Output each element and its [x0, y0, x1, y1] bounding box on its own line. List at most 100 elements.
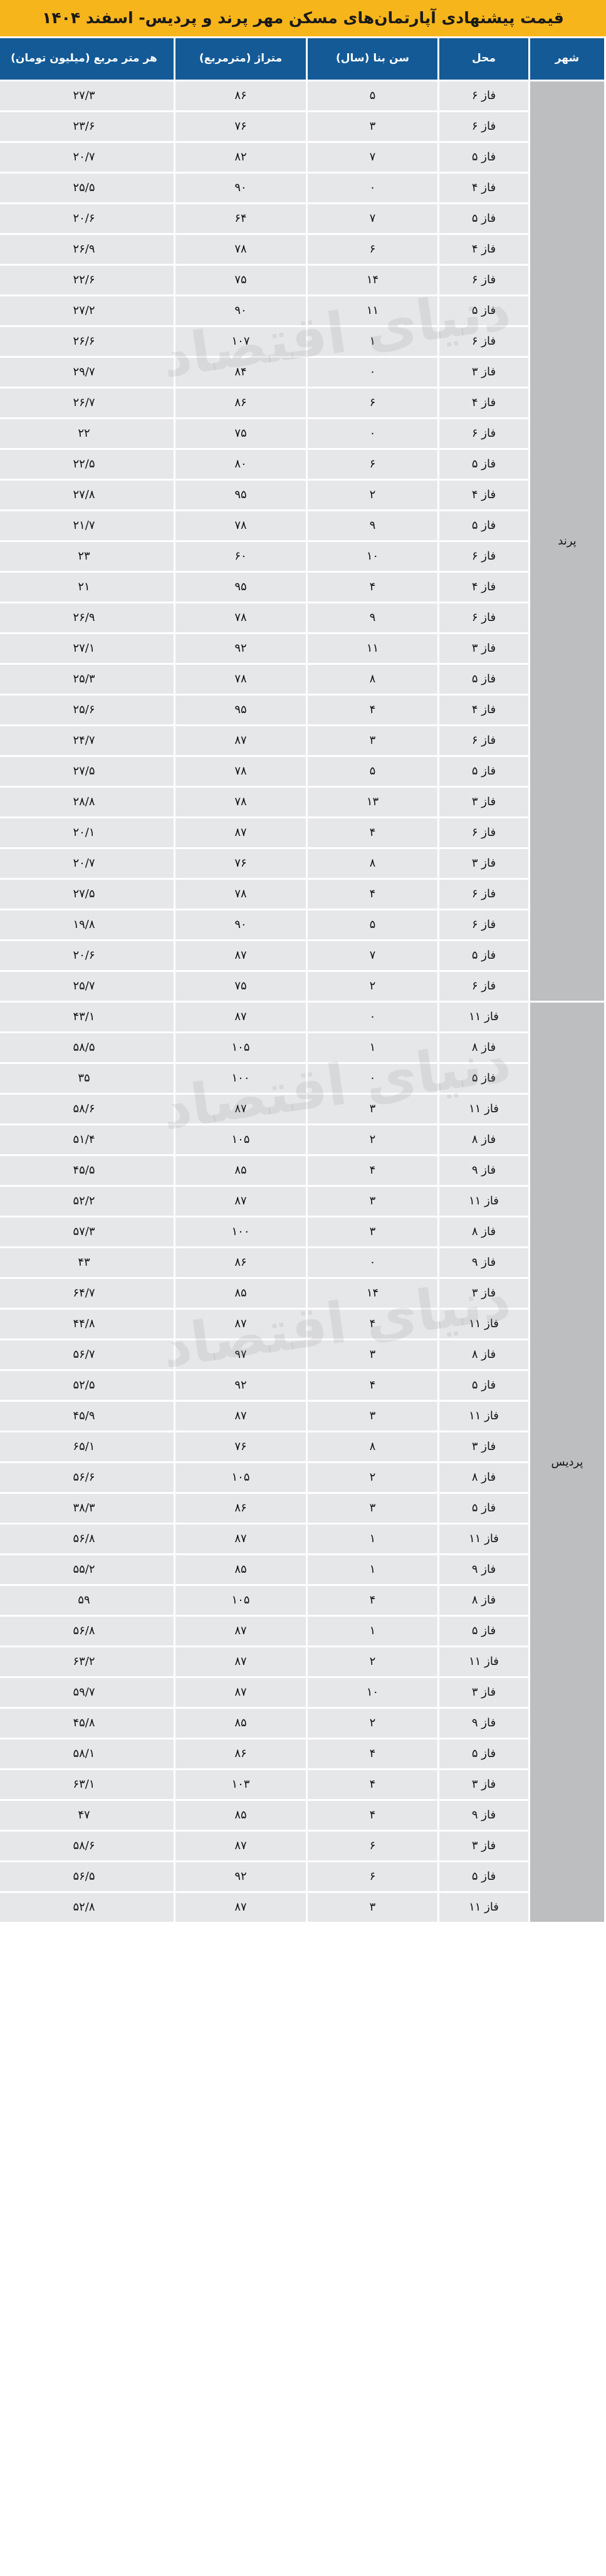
- cell-price-per-sqm: ۲۶/۶: [0, 327, 174, 356]
- cell-location: فاز ۸: [439, 1586, 528, 1615]
- table-row: فاز ۵ ۷ ۶۴ ۲۰/۶: [0, 204, 604, 233]
- table-row: فاز ۶ ۲ ۷۵ ۲۵/۷: [0, 972, 604, 1001]
- cell-area: ۸۷: [175, 1678, 306, 1707]
- cell-location: فاز ۵: [439, 1064, 528, 1093]
- cell-location: فاز ۵: [439, 757, 528, 786]
- cell-building-age: ۶: [308, 1832, 437, 1860]
- table-row: فاز ۹ ۰ ۸۶ ۴۳: [0, 1248, 604, 1277]
- cell-building-age: ۶: [308, 235, 437, 264]
- cell-price-per-sqm: ۲۳: [0, 542, 174, 571]
- table-row: فاز ۵ ۰ ۱۰۰ ۳۵: [0, 1064, 604, 1093]
- cell-building-age: ۳: [308, 1187, 437, 1216]
- cell-building-age: ۴: [308, 880, 437, 909]
- cell-building-age: ۱: [308, 1617, 437, 1645]
- table-row: فاز ۸ ۲ ۱۰۵ ۵۶/۶: [0, 1463, 604, 1492]
- cell-building-age: ۱۴: [308, 1279, 437, 1308]
- page-title: قیمت پیشنهادی آپارتمان‌های مسکن مهر پرند…: [42, 9, 564, 28]
- cell-building-age: ۳: [308, 112, 437, 141]
- cell-area: ۸۷: [175, 1647, 306, 1676]
- cell-price-per-sqm: ۴۳/۱: [0, 1003, 174, 1031]
- cell-area: ۸۶: [175, 1248, 306, 1277]
- cell-price-per-sqm: ۵۷/۳: [0, 1218, 174, 1246]
- cell-building-age: ۱۳: [308, 788, 437, 816]
- table-row: فاز ۹ ۴ ۸۵ ۴۵/۵: [0, 1156, 604, 1185]
- cell-area: ۹۲: [175, 634, 306, 663]
- cell-price-per-sqm: ۴۵/۸: [0, 1709, 174, 1738]
- table-row: فاز ۱۱ ۳ ۸۷ ۵۲/۲: [0, 1187, 604, 1216]
- cell-price-per-sqm: ۲۱: [0, 573, 174, 602]
- table-row: فاز ۶ ۹ ۷۸ ۲۶/۹: [0, 603, 604, 632]
- table-row: فاز ۴ ۴ ۹۵ ۲۱: [0, 573, 604, 602]
- cell-location: فاز ۸: [439, 1218, 528, 1246]
- cell-area: ۸۷: [175, 726, 306, 755]
- table-row: فاز ۳ ۴ ۱۰۳ ۶۳/۱: [0, 1770, 604, 1799]
- cell-location: فاز ۳: [439, 1678, 528, 1707]
- cell-area: ۹۰: [175, 174, 306, 202]
- header-row: شهر محل سن بنا (سال) متراژ (مترمربع) هر …: [0, 38, 604, 80]
- cell-location: فاز ۱۱: [439, 1187, 528, 1216]
- table-row: فاز ۸ ۳ ۱۰۰ ۵۷/۳: [0, 1218, 604, 1246]
- cell-price-per-sqm: ۲۶/۹: [0, 235, 174, 264]
- cell-location: فاز ۱۱: [439, 1003, 528, 1031]
- cell-area: ۸۶: [175, 1739, 306, 1768]
- cell-location: فاز ۳: [439, 1279, 528, 1308]
- cell-location: فاز ۶: [439, 81, 528, 110]
- table-row: فاز ۴ ۰ ۹۰ ۲۵/۵: [0, 174, 604, 202]
- cell-area: ۹۰: [175, 296, 306, 325]
- cell-building-age: ۵: [308, 910, 437, 939]
- cell-location: فاز ۵: [439, 1739, 528, 1768]
- cell-area: ۸۷: [175, 1893, 306, 1922]
- cell-price-per-sqm: ۶۳/۲: [0, 1647, 174, 1676]
- cell-price-per-sqm: ۲۵/۵: [0, 174, 174, 202]
- table-row: فاز ۵ ۵ ۷۸ ۲۷/۵: [0, 757, 604, 786]
- cell-building-age: ۰: [308, 1003, 437, 1031]
- cell-location: فاز ۸: [439, 1463, 528, 1492]
- cell-area: ۸۵: [175, 1555, 306, 1584]
- cell-area: ۹۵: [175, 481, 306, 509]
- cell-price-per-sqm: ۲۵/۷: [0, 972, 174, 1001]
- table-row: فاز ۸ ۴ ۱۰۵ ۵۹: [0, 1586, 604, 1615]
- cell-building-age: ۳: [308, 726, 437, 755]
- cell-area: ۸۷: [175, 1832, 306, 1860]
- table-row: فاز ۵ ۱ ۸۷ ۵۶/۸: [0, 1617, 604, 1645]
- cell-area: ۸۷: [175, 1525, 306, 1553]
- table-row: فاز ۸ ۳ ۹۷ ۵۶/۷: [0, 1340, 604, 1369]
- cell-building-age: ۴: [308, 1310, 437, 1338]
- cell-price-per-sqm: ۵۲/۸: [0, 1893, 174, 1922]
- cell-price-per-sqm: ۲۷/۵: [0, 757, 174, 786]
- cell-building-age: ۶: [308, 1862, 437, 1891]
- table-row: فاز ۹ ۱ ۸۵ ۵۵/۲: [0, 1555, 604, 1584]
- table-row: فاز ۳ ۸ ۷۶ ۲۰/۷: [0, 849, 604, 878]
- cell-location: فاز ۶: [439, 972, 528, 1001]
- cell-area: ۷۵: [175, 419, 306, 448]
- cell-price-per-sqm: ۲۴/۷: [0, 726, 174, 755]
- cell-price-per-sqm: ۳۸/۳: [0, 1494, 174, 1523]
- table-row: فاز ۳ ۶ ۸۷ ۵۸/۶: [0, 1832, 604, 1860]
- table-row: فاز ۵ ۷ ۸۲ ۲۰/۷: [0, 143, 604, 172]
- cell-price-per-sqm: ۲۰/۷: [0, 143, 174, 172]
- cell-area: ۱۰۳: [175, 1770, 306, 1799]
- cell-area: ۷۵: [175, 972, 306, 1001]
- cell-area: ۸۶: [175, 1494, 306, 1523]
- cell-price-per-sqm: ۲۳/۶: [0, 112, 174, 141]
- table-row: فاز ۶ ۰ ۷۵ ۲۲: [0, 419, 604, 448]
- cell-building-age: ۰: [308, 358, 437, 387]
- column-header-building-age: سن بنا (سال): [308, 38, 437, 80]
- table-row: فاز ۴ ۴ ۹۵ ۲۵/۶: [0, 696, 604, 724]
- cell-area: ۸۷: [175, 1310, 306, 1338]
- cell-location: فاز ۶: [439, 112, 528, 141]
- cell-area: ۹۲: [175, 1371, 306, 1400]
- table-row: فاز ۵ ۴ ۹۲ ۵۲/۵: [0, 1371, 604, 1400]
- table-row: فاز ۳ ۸ ۷۶ ۶۵/۱: [0, 1432, 604, 1461]
- table-row: فاز ۱۱ ۲ ۸۷ ۶۳/۲: [0, 1647, 604, 1676]
- cell-area: ۱۰۰: [175, 1218, 306, 1246]
- cell-building-age: ۶: [308, 450, 437, 479]
- cell-price-per-sqm: ۲۸/۸: [0, 788, 174, 816]
- cell-location: فاز ۱۱: [439, 1525, 528, 1553]
- table-row: فاز ۶ ۴ ۷۸ ۲۷/۵: [0, 880, 604, 909]
- apartment-price-table: شهر محل سن بنا (سال) متراژ (مترمربع) هر …: [0, 36, 606, 1924]
- cell-building-age: ۷: [308, 941, 437, 970]
- cell-location: فاز ۹: [439, 1801, 528, 1830]
- cell-location: فاز ۴: [439, 696, 528, 724]
- table-row: فاز ۱۱ ۳ ۸۷ ۵۸/۶: [0, 1095, 604, 1124]
